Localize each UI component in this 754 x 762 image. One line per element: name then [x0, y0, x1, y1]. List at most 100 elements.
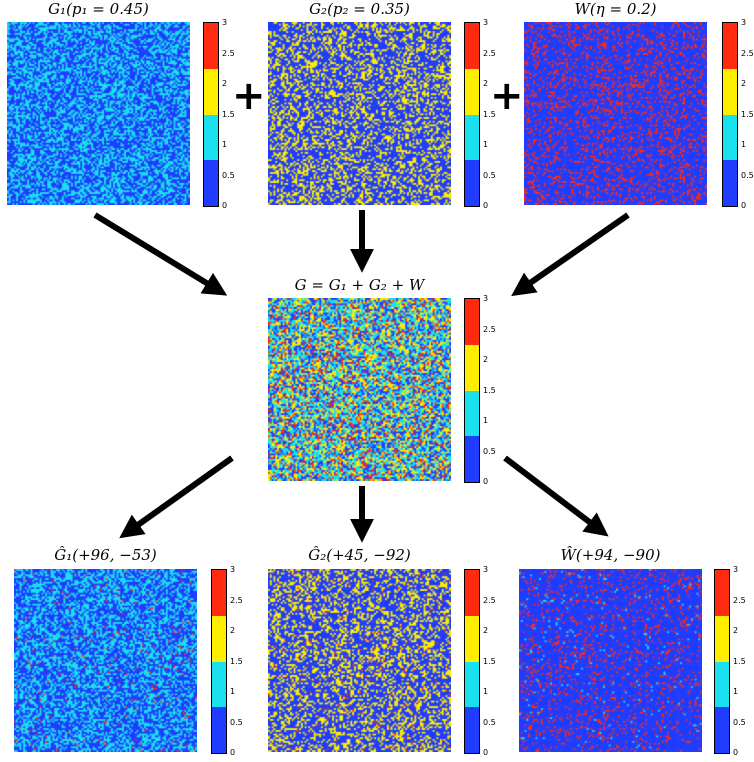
panel-title-g1hat: Ĝ₁(+96, −53) [54, 546, 157, 564]
colorbar-segment [465, 23, 479, 69]
colorbar-segment [723, 160, 737, 206]
colorbar-segment [715, 707, 729, 753]
colorbar-tick-label: 3 [483, 294, 489, 303]
colorbar-tick-label: 3 [741, 18, 747, 27]
heatmap-g [268, 298, 451, 481]
colorbar-segment [723, 114, 737, 161]
colorbar-tick-label: 0.5 [733, 717, 746, 727]
colorbar-segment [465, 114, 479, 161]
colorbar-segment [715, 570, 729, 616]
arrow-w-to-g [511, 212, 630, 297]
panel-title-w: W(η = 0.2) [574, 0, 657, 18]
heatmap-g1hat [14, 569, 197, 752]
colorbar-what: 0 0.5 1 1.5 2 2.5 3 [714, 566, 746, 757]
colorbar-tick-label: 0 [230, 748, 236, 757]
colorbar-segment [465, 68, 479, 115]
colorbar-segment [465, 299, 479, 345]
colorbar-tick-label: 1.5 [230, 656, 243, 666]
colorbar-tick-label: 3 [733, 565, 739, 574]
colorbar-tick-label: 0 [483, 201, 489, 210]
colorbar-tick-label: 3 [222, 18, 228, 27]
heatmap-g2hat [268, 569, 451, 752]
plus-operator-2: + [490, 73, 524, 119]
colorbar-segment [212, 570, 226, 616]
colorbar-segment [465, 436, 479, 482]
colorbar-tick-label: 1.5 [483, 656, 496, 666]
colorbar-tick-label: 2.5 [230, 595, 243, 605]
colorbar-tick-label: 1 [741, 140, 747, 149]
colorbar-tick-label: 2 [483, 355, 489, 364]
colorbar-segment [204, 160, 218, 206]
arrow-g-to-g1hat [119, 455, 234, 539]
colorbar-tick-label: 1 [483, 687, 489, 696]
colorbar-tick-label: 0 [222, 201, 228, 210]
colorbar-tick-label: 0.5 [230, 717, 243, 727]
colorbar-tick-label: 2.5 [733, 595, 746, 605]
colorbar-segment [204, 23, 218, 69]
panel-title-g2: G₂(p₂ = 0.35) [309, 0, 410, 18]
heatmap-what [519, 569, 702, 752]
arrow-g-to-what [503, 455, 609, 537]
colorbar-tick-label: 1 [483, 140, 489, 149]
colorbar-tick-label: 1 [483, 416, 489, 425]
colorbar-tick-label: 1.5 [733, 656, 746, 666]
colorbar-segment [465, 707, 479, 753]
colorbar-tick-label: 0 [741, 201, 747, 210]
colorbar-tick-label: 2 [483, 79, 489, 88]
colorbar-tick-label: 1 [733, 687, 739, 696]
colorbar-tick-label: 2.5 [483, 324, 496, 334]
colorbar-tick-label: 1 [230, 687, 236, 696]
colorbar-g2: 0 0.5 1 1.5 2 2.5 3 [464, 19, 496, 210]
colorbar-tick-label: 1.5 [483, 385, 496, 395]
colorbar-segment [212, 661, 226, 708]
colorbar-tick-label: 2.5 [483, 595, 496, 605]
colorbar-tick-label: 3 [483, 18, 489, 27]
panel-title-g: G = G₁ + G₂ + W [294, 276, 425, 294]
colorbar-tick-label: 2 [733, 626, 739, 635]
arrow-g1-to-g [93, 212, 228, 296]
colorbar-tick-label: 1 [222, 140, 228, 149]
panel-title-what: Ŵ(+94, −90) [560, 546, 661, 564]
heatmap-g2 [268, 22, 451, 205]
colorbar-segment [715, 615, 729, 662]
colorbar-g2hat: 0 0.5 1 1.5 2 2.5 3 [464, 566, 496, 757]
colorbar-tick-label: 0.5 [483, 446, 496, 456]
colorbar-tick-label: 2 [222, 79, 228, 88]
heatmap-w [524, 22, 707, 205]
colorbar-tick-label: 1.5 [741, 109, 754, 119]
colorbar-segment [204, 114, 218, 161]
colorbar-segment [465, 160, 479, 206]
panel-title-g1: G₁(p₁ = 0.45) [48, 0, 149, 18]
colorbar-tick-label: 0 [483, 477, 489, 486]
panel-title-g2hat: Ĝ₂(+45, −92) [308, 546, 411, 564]
colorbar-tick-label: 0.5 [483, 170, 496, 180]
colorbar-w: 0 0.5 1 1.5 2 2.5 3 [722, 19, 754, 210]
colorbar-segment [723, 68, 737, 115]
colorbar-tick-label: 0 [483, 748, 489, 757]
colorbar-segment [465, 344, 479, 391]
colorbar-segment [465, 570, 479, 616]
colorbar-tick-label: 0.5 [741, 170, 754, 180]
colorbar-tick-label: 2.5 [741, 48, 754, 58]
colorbar-g1hat: 0 0.5 1 1.5 2 2.5 3 [211, 566, 243, 757]
colorbar-tick-label: 1.5 [222, 109, 235, 119]
colorbar-segment [715, 661, 729, 708]
colorbar-tick-label: 2.5 [483, 48, 496, 58]
colorbar-tick-label: 0.5 [483, 717, 496, 727]
colorbar-segment [723, 23, 737, 69]
colorbar-g1: 0 0.5 1 1.5 2 2.5 3 [203, 19, 235, 210]
colorbar-tick-label: 2 [483, 626, 489, 635]
colorbar-segment [204, 68, 218, 115]
colorbar-tick-label: 3 [483, 565, 489, 574]
colorbar-segment [465, 390, 479, 437]
colorbar-segment [212, 615, 226, 662]
colorbar-tick-label: 0.5 [222, 170, 235, 180]
colorbar-tick-label: 2 [741, 79, 747, 88]
colorbar-tick-label: 2.5 [222, 48, 235, 58]
colorbar-g: 0 0.5 1 1.5 2 2.5 3 [464, 295, 496, 486]
colorbar-segment [212, 707, 226, 753]
colorbar-tick-label: 3 [230, 565, 236, 574]
colorbar-segment [465, 661, 479, 708]
colorbar-tick-label: 1.5 [483, 109, 496, 119]
